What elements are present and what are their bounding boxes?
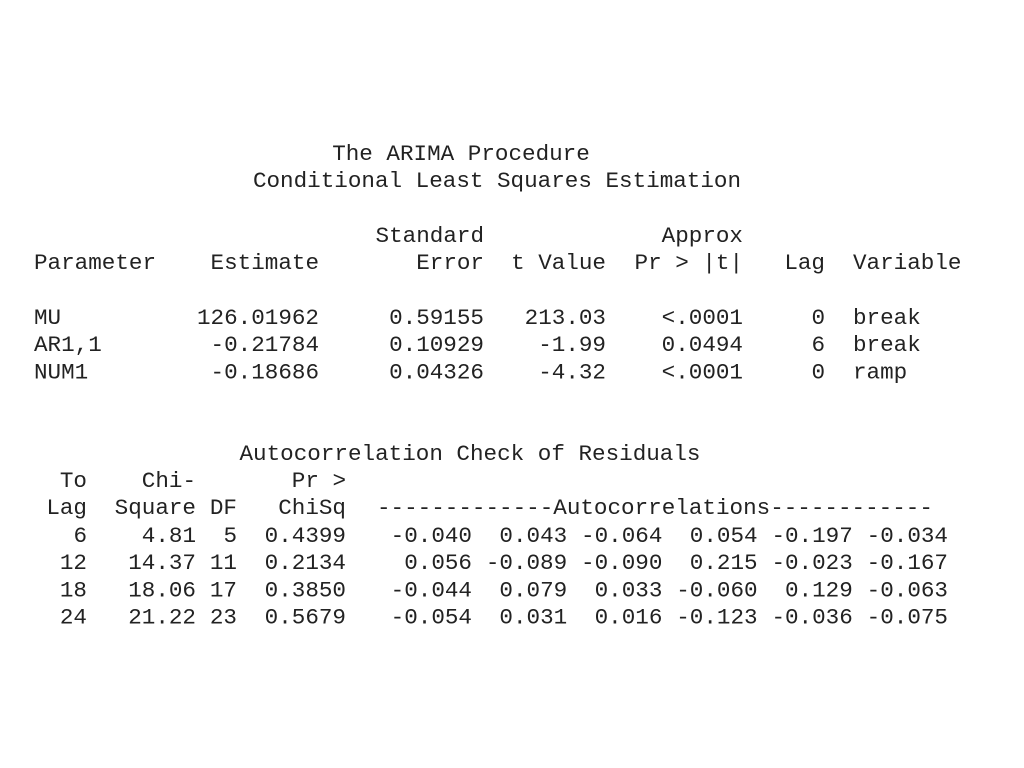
table-cell: 12: [60, 550, 87, 576]
table-cell: 0.10929: [389, 332, 484, 358]
table-cell: -4.32: [538, 359, 606, 385]
table-cell: 0: [811, 305, 825, 331]
table-cell: <.0001: [662, 359, 743, 385]
table-cell: -0.064: [581, 523, 662, 549]
table-cell: -1.99: [538, 332, 606, 358]
table-cell: -0.060: [676, 577, 757, 603]
table-cell: 0.4399: [265, 523, 346, 549]
check-title: Autocorrelation Check of Residuals: [240, 441, 701, 467]
column-header: DF: [210, 495, 237, 521]
column-header: Lag: [46, 495, 87, 521]
table-cell: 0.0494: [662, 332, 743, 358]
table-cell: -0.023: [771, 550, 852, 576]
table-cell: 23: [210, 605, 237, 631]
column-header: t Value: [511, 250, 606, 276]
procedure-title: The ARIMA Procedure: [332, 141, 590, 167]
table-cell: 0.016: [595, 605, 663, 631]
table-cell: 6: [811, 332, 825, 358]
column-header: Chi-: [142, 468, 196, 494]
table-cell: 11: [210, 550, 237, 576]
table-cell: -0.090: [581, 550, 662, 576]
table-cell: 0.3850: [265, 577, 346, 603]
table-cell: 0.043: [499, 523, 567, 549]
table-cell: 126.01962: [197, 305, 319, 331]
table-cell: break: [853, 332, 921, 358]
table-cell: 213.03: [525, 305, 606, 331]
table-cell: -0.040: [391, 523, 472, 549]
column-header: Parameter: [34, 250, 156, 276]
table-cell: 18: [60, 577, 87, 603]
table-cell: 18.06: [128, 577, 196, 603]
table-cell: 14.37: [128, 550, 196, 576]
column-header: Standard: [376, 223, 484, 249]
table-cell: break: [853, 305, 921, 331]
table-cell: 4.81: [142, 523, 196, 549]
table-cell: -0.123: [676, 605, 757, 631]
table-cell: 0.5679: [265, 605, 346, 631]
autocorrelations-header: -------------Autocorrelations-----------…: [377, 495, 933, 521]
table-cell: -0.075: [867, 605, 948, 631]
table-cell: 0.031: [499, 605, 567, 631]
table-cell: -0.063: [867, 577, 948, 603]
table-cell: 24: [60, 605, 87, 631]
table-cell: -0.18686: [211, 359, 319, 385]
column-header: ChiSq: [278, 495, 346, 521]
table-cell: NUM1: [34, 359, 88, 385]
table-cell: -0.21784: [211, 332, 319, 358]
table-cell: 5: [223, 523, 237, 549]
table-cell: 0.215: [690, 550, 758, 576]
column-header: Pr >: [292, 468, 346, 494]
column-header: Pr > |t|: [635, 250, 743, 276]
table-cell: 0.054: [690, 523, 758, 549]
estimation-title: Conditional Least Squares Estimation: [253, 168, 741, 194]
column-header: Square: [115, 495, 196, 521]
table-cell: -0.036: [771, 605, 852, 631]
table-cell: -0.034: [867, 523, 948, 549]
table-cell: 0.129: [785, 577, 853, 603]
column-header: Estimate: [211, 250, 319, 276]
column-header: To: [60, 468, 87, 494]
table-cell: 0.079: [499, 577, 567, 603]
table-cell: 6: [73, 523, 87, 549]
table-cell: 0.056: [404, 550, 472, 576]
column-header: Error: [416, 250, 484, 276]
table-cell: -0.054: [391, 605, 472, 631]
table-cell: AR1,1: [34, 332, 102, 358]
table-cell: 0.2134: [265, 550, 346, 576]
table-cell: -0.089: [486, 550, 567, 576]
table-cell: 0.59155: [389, 305, 484, 331]
table-cell: 0.04326: [389, 359, 484, 385]
table-cell: MU: [34, 305, 61, 331]
table-cell: 0: [811, 359, 825, 385]
table-cell: <.0001: [662, 305, 743, 331]
table-cell: -0.167: [867, 550, 948, 576]
table-cell: -0.044: [391, 577, 472, 603]
table-cell: 0.033: [595, 577, 663, 603]
table-cell: ramp: [853, 359, 907, 385]
column-header: Lag: [784, 250, 825, 276]
table-cell: 21.22: [128, 605, 196, 631]
column-header: Variable: [853, 250, 961, 276]
table-cell: -0.197: [771, 523, 852, 549]
table-cell: 17: [210, 577, 237, 603]
column-header: Approx: [662, 223, 743, 249]
